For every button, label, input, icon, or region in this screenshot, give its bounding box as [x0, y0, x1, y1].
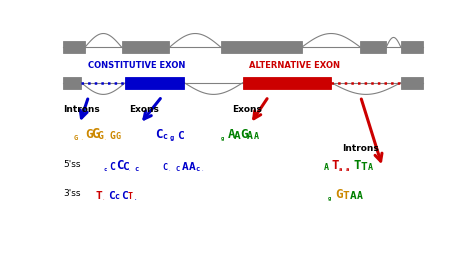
Bar — [221, 42, 301, 54]
Text: .: . — [103, 136, 106, 140]
Bar — [360, 42, 386, 54]
Text: CONSTITUTIVE EXON: CONSTITUTIVE EXON — [88, 61, 185, 70]
Text: T: T — [353, 158, 361, 171]
Text: ALTERNATIVE EXON: ALTERNATIVE EXON — [249, 61, 340, 70]
Text: C: C — [109, 191, 115, 201]
Bar — [401, 77, 423, 89]
Text: A: A — [368, 162, 373, 171]
Text: G: G — [91, 126, 100, 140]
Text: T: T — [331, 158, 338, 171]
Text: A: A — [182, 161, 189, 171]
Text: Introns: Introns — [342, 143, 379, 152]
Text: .: . — [128, 167, 130, 171]
Text: c: c — [195, 165, 200, 171]
Text: g: g — [169, 134, 173, 140]
Text: C: C — [109, 161, 116, 171]
Text: .: . — [80, 136, 82, 140]
Text: .: . — [202, 167, 203, 171]
Text: C: C — [116, 158, 123, 171]
Text: c: c — [162, 131, 167, 140]
Text: c: c — [115, 192, 120, 201]
Text: 5'ss: 5'ss — [63, 159, 81, 168]
Text: A: A — [349, 191, 356, 201]
Text: A: A — [254, 131, 259, 140]
Text: C: C — [121, 191, 128, 201]
Text: G: G — [241, 127, 248, 140]
Text: Exons: Exons — [232, 104, 262, 113]
Text: .: . — [169, 167, 170, 171]
Text: a: a — [346, 166, 349, 171]
Text: T: T — [127, 192, 132, 201]
Text: A: A — [234, 130, 241, 140]
Text: 3'ss: 3'ss — [63, 188, 81, 197]
Text: G: G — [335, 188, 342, 201]
Text: A: A — [357, 191, 363, 201]
Bar — [63, 77, 82, 89]
Text: T: T — [96, 191, 103, 201]
Text: G: G — [86, 127, 93, 140]
Text: A: A — [228, 127, 235, 140]
Text: a: a — [338, 166, 342, 171]
Text: T: T — [360, 161, 367, 171]
Text: G: G — [115, 131, 120, 140]
Text: C: C — [162, 162, 167, 171]
Text: C: C — [175, 165, 180, 171]
Text: g: g — [328, 196, 331, 201]
Text: c: c — [103, 166, 107, 171]
Text: A: A — [324, 162, 329, 171]
Text: C: C — [122, 161, 129, 171]
Text: C: C — [155, 127, 162, 140]
Text: G: G — [98, 130, 103, 140]
Text: g: g — [221, 135, 224, 140]
Bar — [63, 42, 85, 54]
Text: T: T — [342, 191, 349, 201]
Bar — [125, 77, 184, 89]
Text: C: C — [177, 130, 183, 140]
Bar — [243, 77, 331, 89]
Text: A: A — [189, 161, 195, 171]
Text: c: c — [135, 165, 139, 171]
Text: Introns: Introns — [63, 104, 100, 113]
Text: .: . — [134, 196, 137, 201]
Bar — [122, 42, 170, 54]
Text: G: G — [74, 134, 78, 140]
Text: A: A — [247, 130, 253, 140]
Text: .: . — [102, 197, 104, 201]
Bar — [401, 42, 423, 54]
Text: G: G — [109, 130, 115, 140]
Text: Exons: Exons — [129, 104, 159, 113]
